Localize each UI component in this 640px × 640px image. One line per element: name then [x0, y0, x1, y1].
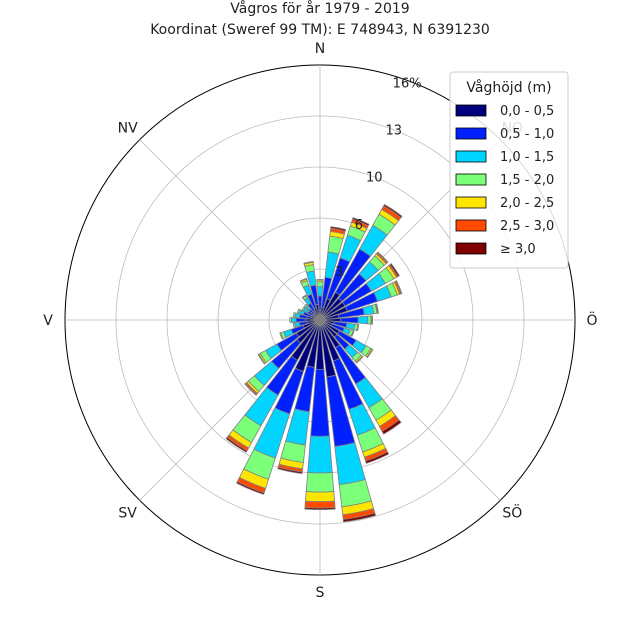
chart-subtitle: Koordinat (Sweref 99 TM): E 748943, N 63… — [150, 22, 490, 38]
rose-bar-segment — [235, 481, 265, 495]
rose-bar-segment — [307, 435, 333, 474]
radial-tick-label: 13 — [386, 124, 403, 139]
rose-bar-segment — [371, 315, 373, 325]
rose-bar-segment — [334, 442, 366, 486]
legend-swatch — [455, 219, 487, 232]
rose-bar-segment — [395, 280, 403, 295]
chart-title: Vågros för år 1979 - 2019 — [230, 0, 409, 17]
legend-swatch — [455, 242, 487, 255]
legend-label: 0,0 - 0,5 — [500, 104, 554, 119]
rose-bar-segment — [376, 251, 389, 264]
rose-bar-segment — [303, 260, 314, 265]
direction-label: SV — [118, 505, 137, 521]
legend: Våghöjd (m) 0,0 - 0,5 0,5 - 1,0 1,0 - 1,5 1… — [449, 71, 569, 269]
legend-swatch — [455, 150, 487, 163]
rose-bar-segment — [316, 286, 324, 297]
rose-bar-segment — [357, 315, 369, 325]
rose-bar-segment — [244, 382, 258, 396]
rose-bar-segment — [389, 263, 400, 278]
radial-tick-label: 10 — [366, 171, 383, 186]
rose-bar-segment — [350, 330, 355, 337]
rose-bar-segment — [225, 436, 248, 453]
rose-bar-segment — [301, 306, 306, 312]
rose-bar-segment — [375, 303, 380, 314]
legend-box — [449, 71, 569, 269]
rose-bar-segment — [352, 217, 370, 227]
legend-swatch — [455, 196, 487, 209]
rose-bar-segment — [295, 317, 307, 323]
rose-bar-segment — [383, 203, 403, 219]
rose-bar-segment — [367, 315, 372, 325]
rose-bar-segment — [342, 512, 376, 523]
legend-label: 2,0 - 2,5 — [500, 196, 554, 211]
rose-bar-segment — [355, 355, 364, 364]
rose-bar-segment — [289, 317, 292, 323]
rose-bar-segment — [304, 500, 336, 509]
polar-bars — [225, 203, 403, 523]
rose-bar-segment — [340, 316, 359, 324]
direction-label: S — [316, 585, 325, 601]
direction-label: V — [43, 313, 53, 329]
rose-bar-segment — [257, 353, 266, 365]
radial-tick-label: 16% — [393, 76, 422, 91]
rose-bar-segment — [327, 235, 344, 255]
rose-bar-segment — [316, 278, 324, 281]
legend-label: ≥ 3,0 — [500, 242, 536, 257]
radial-tick-label: 3 — [335, 265, 343, 280]
rose-bar-segment — [366, 348, 374, 359]
rose-bar-segment — [381, 419, 402, 435]
rose-bar-segment — [356, 323, 360, 332]
direction-label: NV — [118, 121, 138, 137]
rose-bar-segment — [303, 303, 309, 309]
rose-bar-segment — [299, 277, 308, 283]
rose-bar-segment — [292, 312, 296, 318]
rose-bar-segment — [305, 472, 335, 493]
rose-bar-segment — [365, 451, 390, 464]
radial-tick-label: 6 — [355, 218, 363, 233]
legend-swatch — [455, 127, 487, 140]
rose-bar-segment — [304, 491, 336, 503]
rose-bar-segment — [277, 466, 303, 474]
legend-swatch — [455, 104, 487, 117]
direction-label: SÖ — [502, 503, 522, 521]
rose-bar-segment — [304, 507, 336, 511]
rose-bar-segment — [279, 332, 284, 340]
rose-bar-segment — [292, 322, 296, 328]
rose-bar-segment — [330, 226, 347, 232]
rose-bar-segment — [301, 294, 307, 299]
rose-bar-segment — [296, 308, 301, 314]
legend-label: 2,5 - 3,0 — [500, 219, 554, 234]
rose-bar-segment — [290, 317, 297, 323]
legend-label: 1,5 - 2,0 — [500, 173, 554, 188]
direction-label: N — [315, 41, 325, 57]
legend-title: Våghöjd (m) — [466, 79, 551, 96]
legend-label: 1,0 - 1,5 — [500, 150, 554, 165]
legend-label: 0,5 - 1,0 — [500, 127, 554, 142]
grid-spoke — [139, 139, 321, 321]
rose-bar-segment — [316, 281, 324, 288]
legend-swatch — [455, 173, 487, 186]
direction-label: Ö — [586, 311, 597, 329]
